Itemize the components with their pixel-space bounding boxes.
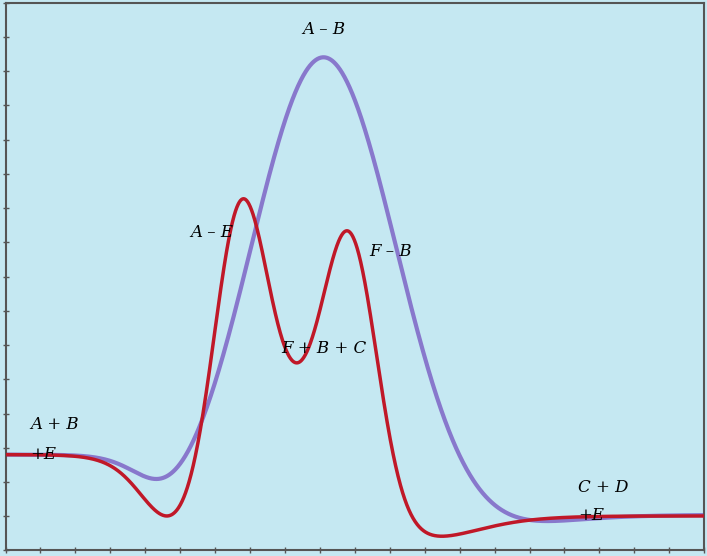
Text: A + B: A + B (30, 416, 78, 433)
Text: C + D: C + D (578, 479, 629, 496)
Text: +E: +E (30, 446, 56, 463)
Text: F – B: F – B (369, 243, 411, 260)
Text: A – E: A – E (190, 224, 233, 241)
Text: F + B + C: F + B + C (281, 340, 366, 356)
Text: +E: +E (578, 507, 604, 524)
Text: A – B: A – B (302, 21, 345, 38)
